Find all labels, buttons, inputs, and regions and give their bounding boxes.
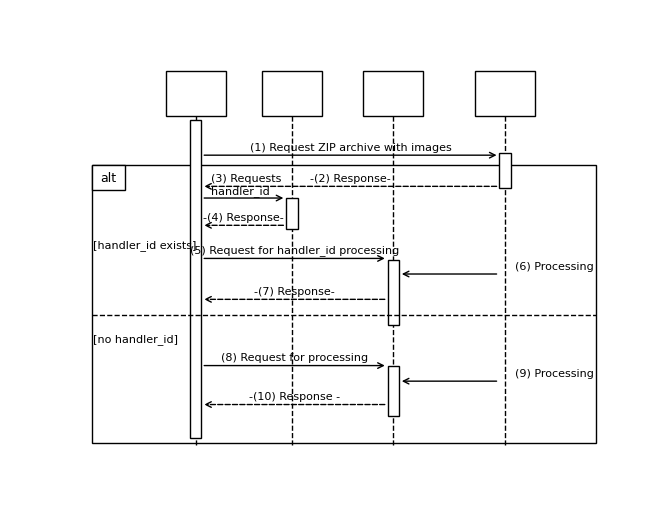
Text: (9) Processing: (9) Processing xyxy=(515,368,595,378)
Bar xyxy=(92,166,596,443)
Text: Tasks
Worker: Tasks Worker xyxy=(174,81,217,109)
Bar xyxy=(92,166,125,191)
Bar xyxy=(166,72,225,117)
Bar xyxy=(388,366,399,417)
Text: -(2) Response-: -(2) Response- xyxy=(310,174,391,183)
Bar xyxy=(475,72,535,117)
Text: -(10) Response -: -(10) Response - xyxy=(249,391,340,401)
Text: (3) Requests
handler_id: (3) Requests handler_id xyxy=(211,174,282,196)
Bar xyxy=(388,261,399,325)
Text: -(4) Response-: -(4) Response- xyxy=(203,213,284,222)
Text: (8) Request for processing: (8) Request for processing xyxy=(221,352,368,363)
Text: (1) Request ZIP archive with images: (1) Request ZIP archive with images xyxy=(250,142,452,153)
Text: Handlers: Handlers xyxy=(365,88,421,101)
Text: [handler_id exists]: [handler_id exists] xyxy=(93,240,197,251)
Text: -(7) Response-: -(7) Response- xyxy=(254,286,335,296)
Bar xyxy=(190,121,201,438)
Text: Image
Store: Image Store xyxy=(486,81,525,109)
Text: alt: alt xyxy=(101,172,117,185)
Text: (6) Processing: (6) Processing xyxy=(515,261,595,271)
Bar xyxy=(262,72,322,117)
Text: [no handler_id]: [no handler_id] xyxy=(93,333,178,344)
Text: (5) Request for handler_id processing: (5) Request for handler_id processing xyxy=(190,244,399,256)
Bar xyxy=(499,154,511,189)
Bar xyxy=(286,198,298,230)
Bar xyxy=(364,72,423,117)
Text: Handlers
DB: Handlers DB xyxy=(264,81,320,109)
